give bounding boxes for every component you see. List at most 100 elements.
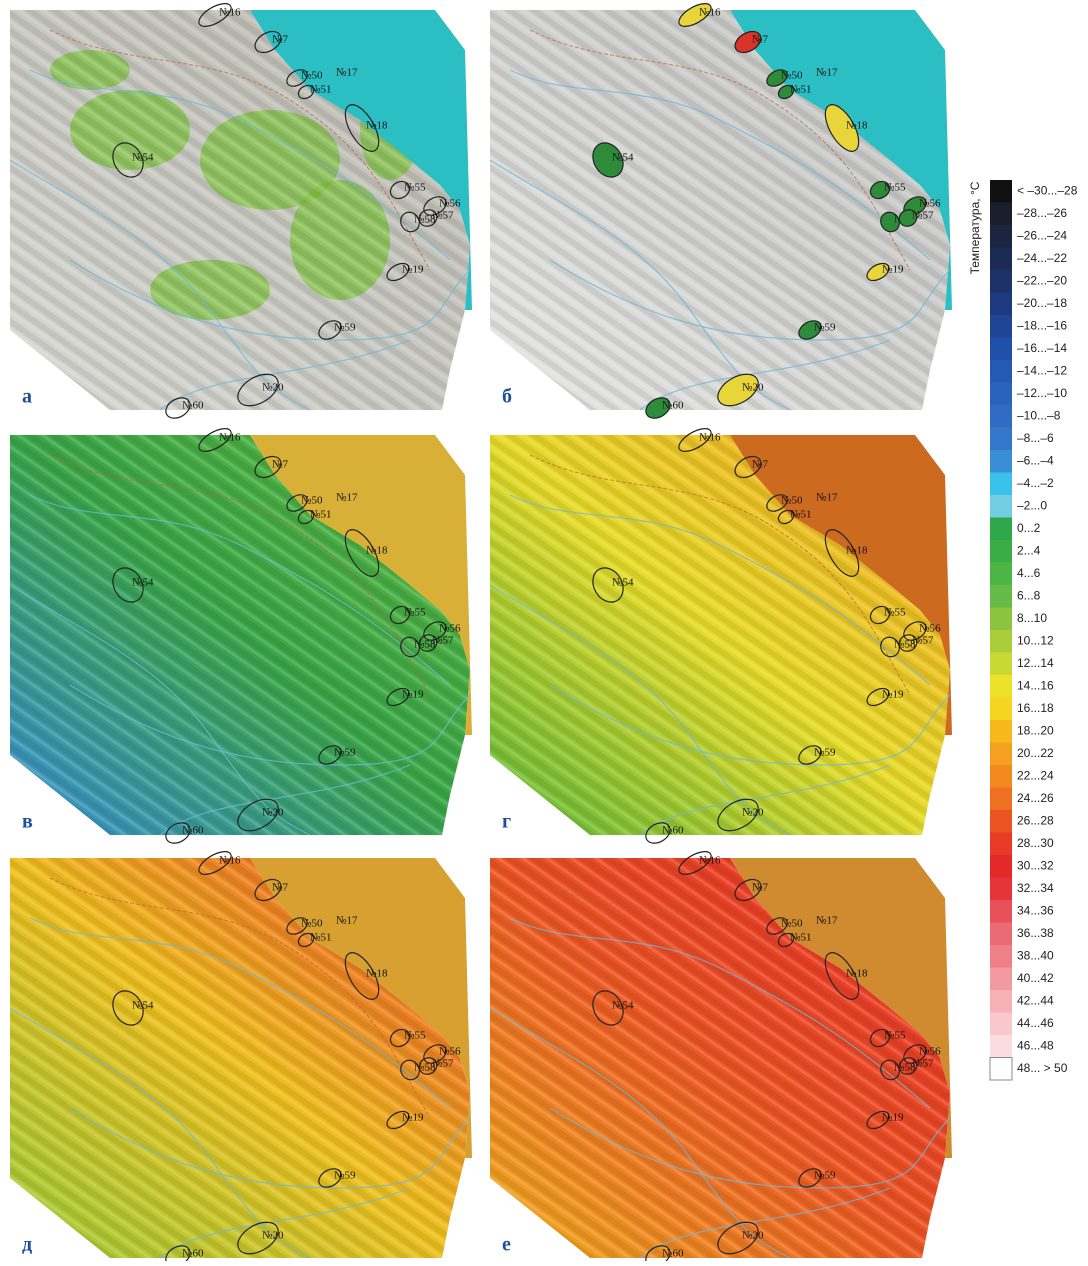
site-label: №7 xyxy=(752,34,768,46)
legend-swatch xyxy=(990,743,1012,766)
legend-label: 24...26 xyxy=(1017,791,1054,805)
legend-label: 0...2 xyxy=(1017,521,1041,535)
legend-label: 4...6 xyxy=(1017,566,1041,580)
legend-swatch xyxy=(990,248,1012,271)
legend-label: –18...–16 xyxy=(1017,318,1067,332)
panel-letter: е xyxy=(502,1234,511,1256)
panel-letter: а xyxy=(22,386,32,408)
site-label: №57 xyxy=(432,635,454,647)
legend-label: 40...42 xyxy=(1017,971,1054,985)
site-label: №18 xyxy=(366,120,388,132)
legend-label: –2...0 xyxy=(1017,498,1047,512)
panel-letter: в xyxy=(22,811,33,833)
site-label: №54 xyxy=(132,1000,154,1012)
site-label: №56 xyxy=(439,623,461,635)
legend-swatch xyxy=(990,540,1012,563)
site-label: №7 xyxy=(272,34,288,46)
site-label: №56 xyxy=(919,198,941,210)
legend-swatch xyxy=(990,1035,1012,1058)
site-label: №54 xyxy=(132,152,154,164)
legend-swatch xyxy=(990,360,1012,383)
legend-swatch xyxy=(990,608,1012,631)
legend-label: –10...–8 xyxy=(1017,408,1061,422)
legend-swatch xyxy=(990,225,1012,248)
site-label: №50 xyxy=(781,495,803,507)
site-label: №18 xyxy=(846,968,868,980)
panel-letter: б xyxy=(502,386,512,408)
site-label: №56 xyxy=(919,623,941,635)
site-label: №17 xyxy=(336,492,358,504)
site-label: №20 xyxy=(262,807,284,819)
legend-title: Температура, °C xyxy=(968,181,982,274)
legend-label: 48... > 50 xyxy=(1017,1061,1068,1075)
site-label: №59 xyxy=(814,322,836,334)
site-label: №51 xyxy=(790,932,812,944)
panel-letter: д xyxy=(22,1234,32,1256)
site-label: №57 xyxy=(432,210,454,222)
legend-swatch xyxy=(990,855,1012,878)
site-label: №19 xyxy=(882,264,904,276)
site-label: №17 xyxy=(816,67,838,79)
map-panel: №16№7№50№17№51№18№54№55№56№58№57№19№59№2… xyxy=(490,847,952,1261)
legend-label: 8...10 xyxy=(1017,611,1047,625)
legend-swatch xyxy=(990,315,1012,338)
site-label: №51 xyxy=(310,932,332,944)
site-label: №55 xyxy=(884,607,906,619)
legend-label: –24...–22 xyxy=(1017,251,1067,265)
legend-label: 34...36 xyxy=(1017,903,1054,917)
site-label: №16 xyxy=(219,7,241,19)
site-label: №20 xyxy=(742,1230,764,1242)
site-label: №18 xyxy=(366,968,388,980)
legend-swatch xyxy=(990,923,1012,946)
site-label: №18 xyxy=(366,545,388,557)
legend-label: 36...38 xyxy=(1017,926,1054,940)
site-label: №16 xyxy=(219,855,241,867)
site-label: №50 xyxy=(301,918,323,930)
legend-swatch xyxy=(990,788,1012,811)
site-label: №54 xyxy=(612,1000,634,1012)
legend-swatch xyxy=(990,990,1012,1013)
legend-label: 26...28 xyxy=(1017,813,1054,827)
site-label: №60 xyxy=(662,825,684,837)
legend-label: 32...34 xyxy=(1017,881,1054,895)
site-label: №7 xyxy=(272,882,288,894)
legend-label: 22...24 xyxy=(1017,768,1054,782)
site-label: №7 xyxy=(272,459,288,471)
site-label: №50 xyxy=(301,70,323,82)
legend-label: –16...–14 xyxy=(1017,341,1067,355)
site-label: №57 xyxy=(912,210,934,222)
legend-label: –8...–6 xyxy=(1017,431,1054,445)
legend-label: 28...30 xyxy=(1017,836,1054,850)
site-label: №55 xyxy=(404,182,426,194)
legend-swatch xyxy=(990,698,1012,721)
legend-swatch xyxy=(990,473,1012,496)
legend-label: 10...12 xyxy=(1017,633,1054,647)
site-label: №16 xyxy=(699,432,721,444)
panel-letter: г xyxy=(502,811,511,833)
legend-label: 20...22 xyxy=(1017,746,1054,760)
legend-label: –14...–12 xyxy=(1017,363,1067,377)
site-label: №59 xyxy=(334,747,356,759)
legend-swatch xyxy=(990,968,1012,991)
legend-swatch xyxy=(990,765,1012,788)
site-label: №50 xyxy=(301,495,323,507)
site-label: №56 xyxy=(439,198,461,210)
site-label: №19 xyxy=(402,689,424,701)
site-label: №18 xyxy=(846,545,868,557)
legend-swatch xyxy=(990,1058,1012,1081)
site-label: №20 xyxy=(742,382,764,394)
site-label: №51 xyxy=(790,509,812,521)
site-label: №16 xyxy=(699,7,721,19)
legend-swatch xyxy=(990,383,1012,406)
legend-swatch xyxy=(990,720,1012,743)
site-label: №17 xyxy=(816,492,838,504)
legend-label: 6...8 xyxy=(1017,588,1041,602)
site-label: №57 xyxy=(432,1058,454,1070)
site-label: №16 xyxy=(699,855,721,867)
site-label: №7 xyxy=(752,459,768,471)
legend-label: 46...48 xyxy=(1017,1038,1054,1052)
site-label: №19 xyxy=(882,1112,904,1124)
map-panel: №16№7№50№17№51№18№54№55№56№58№57№19№59№2… xyxy=(10,424,472,847)
legend-label: –6...–4 xyxy=(1017,453,1054,467)
site-label: №60 xyxy=(662,400,684,412)
